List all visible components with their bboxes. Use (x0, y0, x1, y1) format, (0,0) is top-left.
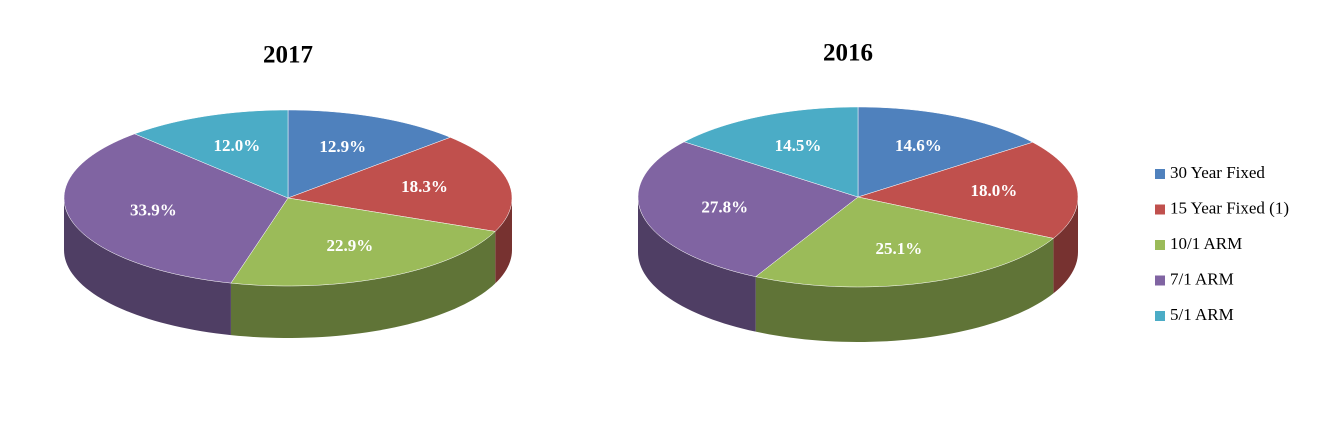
legend-swatch (1155, 204, 1165, 215)
legend-swatch (1155, 275, 1165, 286)
data-label: 18.3% (401, 177, 448, 196)
legend-swatch (1155, 311, 1165, 321)
data-label: 22.9% (327, 236, 374, 255)
pie-slice (230, 197, 496, 287)
data-label: 27.8% (701, 198, 748, 217)
pie-slice (287, 137, 513, 232)
data-label: 25.1% (876, 239, 923, 258)
pie-slice (63, 133, 289, 284)
data-label: 14.5% (775, 136, 822, 155)
legend-label: 5/1 ARM (1170, 305, 1234, 324)
pie-side (230, 231, 496, 338)
pie-slice (683, 106, 859, 198)
pie-slice (857, 106, 1034, 198)
data-label: 14.6% (895, 136, 942, 155)
pie-slice (287, 109, 452, 199)
pie-side (1053, 197, 1078, 294)
pie-slice (637, 141, 859, 277)
data-label: 12.9% (319, 137, 366, 156)
legend-label: 10/1 ARM (1170, 234, 1242, 253)
data-label: 12.0% (213, 136, 260, 155)
legend-label: 15 Year Fixed (1) (1170, 198, 1289, 217)
pie-slice (133, 109, 289, 199)
chart-title: 2016 (823, 40, 873, 67)
chart-title: 2017 (263, 42, 313, 69)
legend-label: 30 Year Fixed (1170, 163, 1265, 182)
pie-side (638, 197, 756, 332)
legend-swatch (1155, 240, 1165, 250)
data-label: 33.9% (130, 200, 177, 219)
legend-swatch (1155, 169, 1165, 179)
data-label: 18.0% (970, 181, 1017, 200)
pie-side (495, 198, 512, 284)
pie-side (755, 238, 1054, 342)
pie-slice (755, 196, 1054, 288)
legend-label: 7/1 ARM (1170, 269, 1234, 288)
pie-slice (857, 142, 1079, 239)
